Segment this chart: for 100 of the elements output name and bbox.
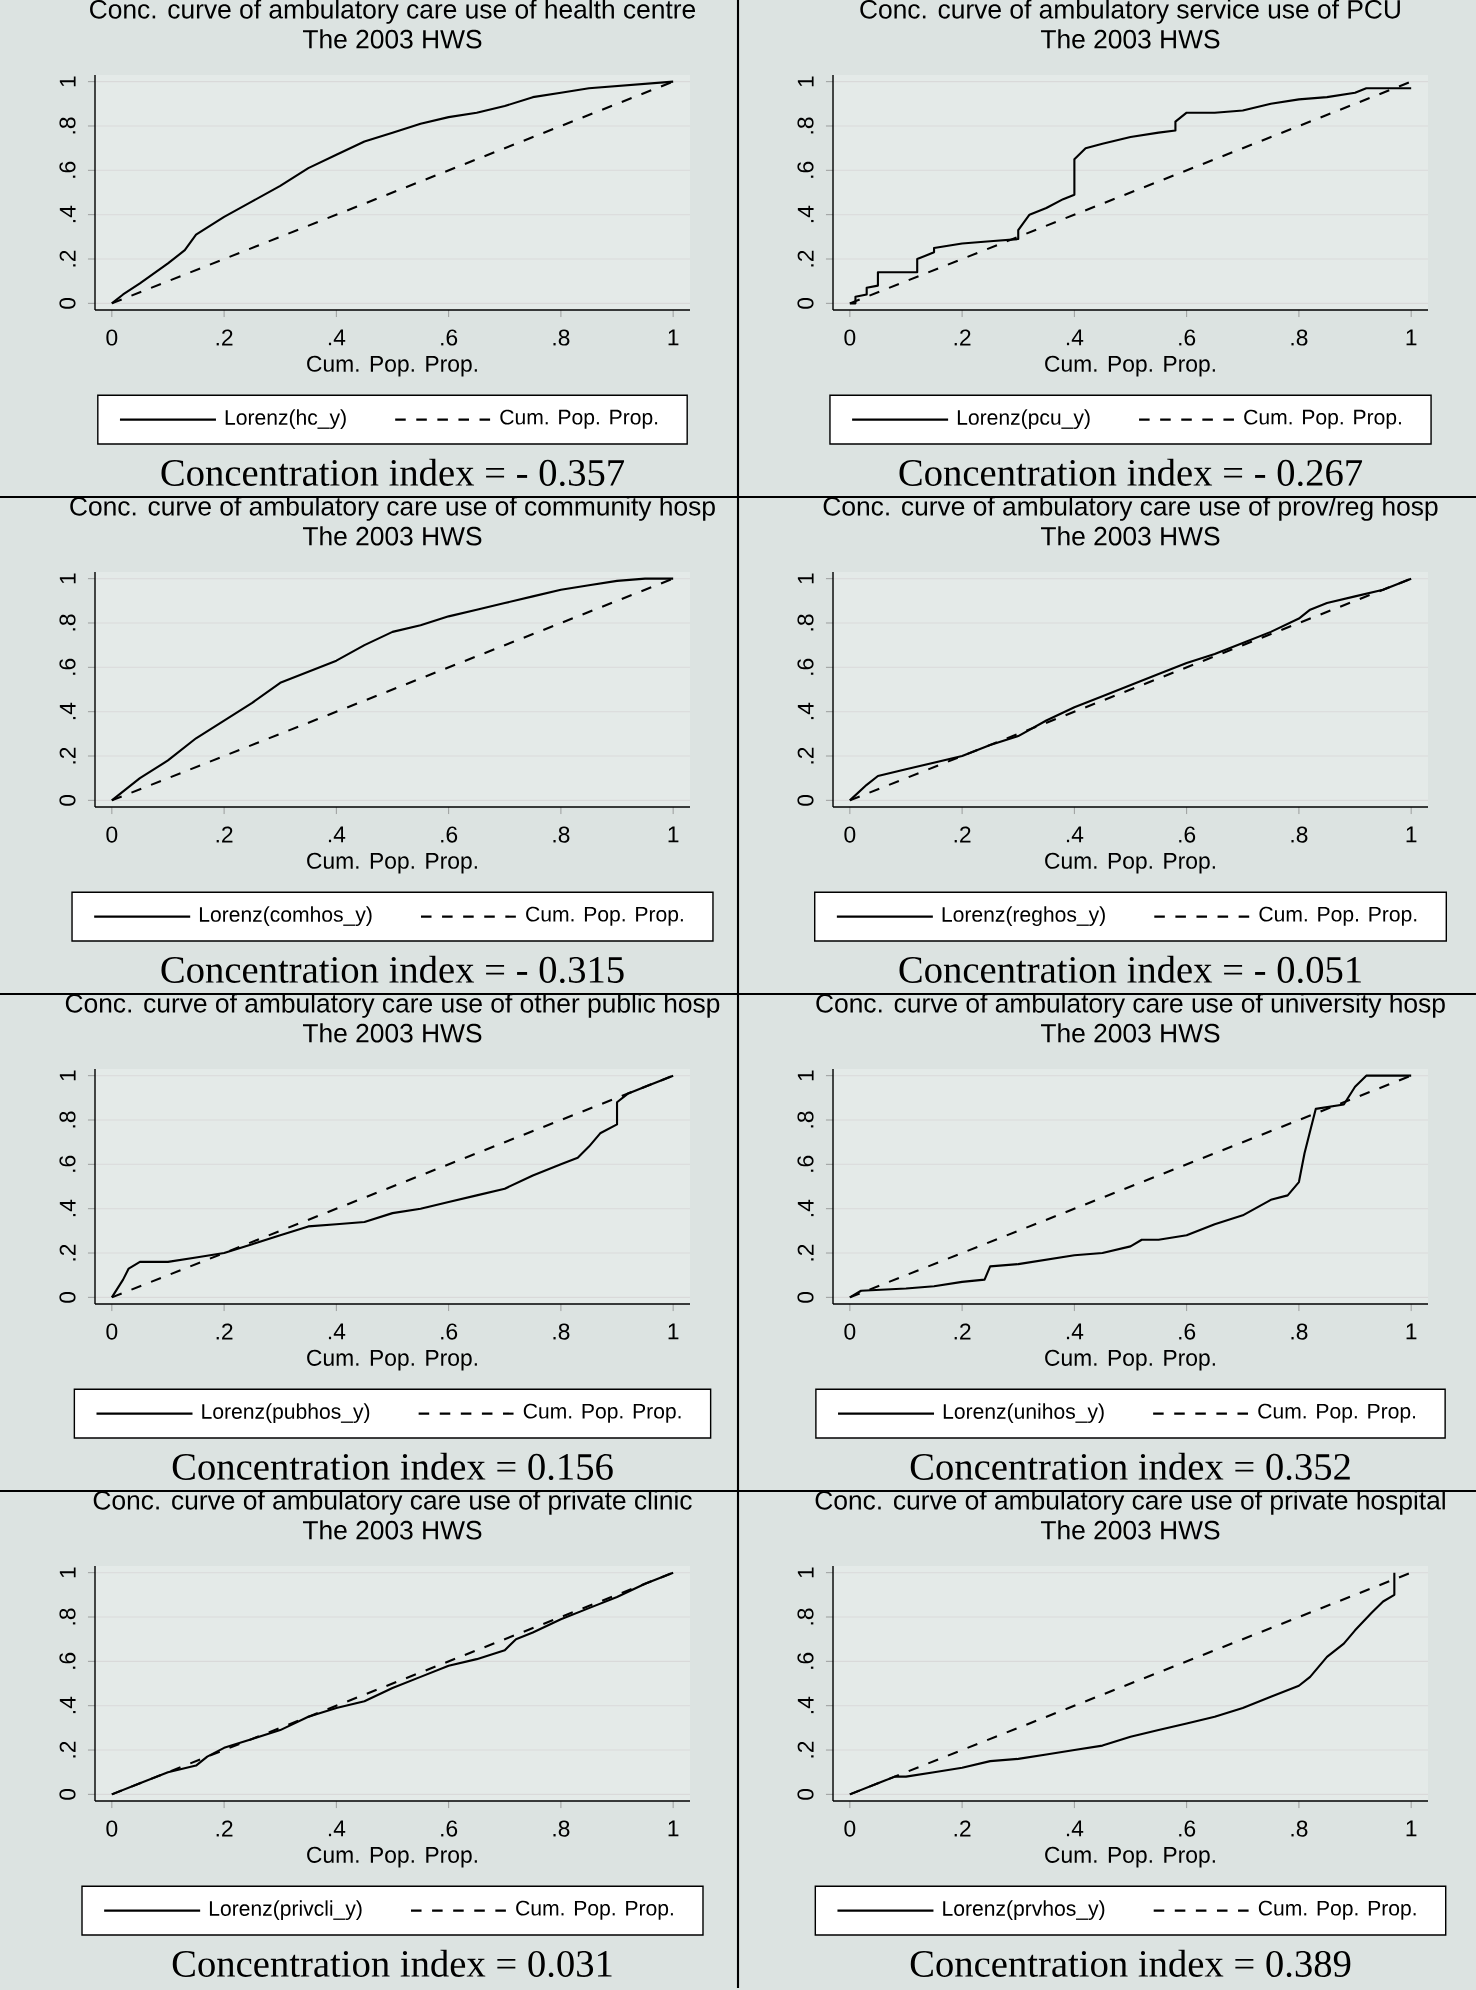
x-tick-label: .8 <box>1291 826 1308 843</box>
chart-subtitle: The 2003 HWS <box>303 1023 482 1043</box>
chart-subtitle: The 2003 HWS <box>1041 1520 1220 1540</box>
x-axis-title: Cum. Pop. Prop. <box>307 852 477 874</box>
y-tick-label: .4 <box>59 1199 76 1217</box>
chart-subtitle: The 2003 HWS <box>1041 1023 1220 1043</box>
x-axis-title: Cum. Pop. Prop. <box>1045 355 1215 377</box>
x-tick-label: .6 <box>1179 1323 1196 1340</box>
x-tick-label: 1 <box>668 1323 679 1340</box>
y-tick-label: .6 <box>59 658 76 675</box>
x-tick-label: .4 <box>328 1323 346 1340</box>
x-tick-label: .6 <box>441 1820 458 1837</box>
x-tick-label: .6 <box>1179 1820 1196 1837</box>
x-tick-label: 0 <box>106 1323 118 1340</box>
y-tick-label: 0 <box>59 1788 76 1800</box>
x-tick-label: .4 <box>1066 329 1084 346</box>
legend-label: Lorenz(pcu_y) <box>957 409 1090 429</box>
y-tick-label: .2 <box>797 1741 814 1758</box>
legend-label: Cum. Pop. Prop. <box>1258 1403 1416 1423</box>
x-tick-label: 0 <box>844 1820 856 1837</box>
x-tick-label: .6 <box>441 329 458 346</box>
y-tick-label: .4 <box>797 205 814 223</box>
y-tick-label: .8 <box>797 1608 814 1625</box>
text: Concentration index = - 0.357 <box>161 458 625 487</box>
text: Concentration index = 0.352 <box>910 1452 1350 1481</box>
legend-label: Cum. Pop. Prop. <box>1259 906 1417 926</box>
y-tick-label: 1 <box>797 1567 814 1578</box>
text: Concentration index = 0.156 <box>172 1452 613 1481</box>
y-tick-label: .6 <box>797 161 814 178</box>
y-tick-label: 1 <box>59 1070 76 1081</box>
x-tick-label: .2 <box>954 1820 971 1837</box>
y-tick-label: .8 <box>797 117 814 134</box>
x-tick-label: .8 <box>1291 1323 1308 1340</box>
y-tick-label: .6 <box>59 1652 76 1669</box>
x-tick-label: 0 <box>844 329 856 346</box>
x-tick-label: .2 <box>216 826 233 843</box>
y-tick-label: 0 <box>59 794 76 806</box>
x-axis-title: Cum. Pop. Prop. <box>1045 1846 1215 1868</box>
y-tick-label: 1 <box>797 76 814 87</box>
y-tick-label: .4 <box>797 702 814 720</box>
x-tick-label: 0 <box>106 826 118 843</box>
x-tick-label: .6 <box>1179 826 1196 843</box>
x-tick-label: .6 <box>441 826 458 843</box>
y-tick-label: .2 <box>797 1244 814 1261</box>
x-tick-label: .2 <box>954 329 971 346</box>
text: Concentration index = 0.031 <box>172 1949 612 1978</box>
x-tick-label: .8 <box>1291 1820 1308 1837</box>
x-tick-label: .2 <box>216 1820 233 1837</box>
x-tick-label: .6 <box>1179 329 1196 346</box>
x-tick-label: 0 <box>106 1820 118 1837</box>
legend-label: Lorenz(reghos_y) <box>942 906 1105 927</box>
chart-subtitle: The 2003 HWS <box>1041 526 1220 546</box>
x-axis-title: Cum. Pop. Prop. <box>307 355 477 377</box>
x-axis-title: Cum. Pop. Prop. <box>307 1846 477 1868</box>
x-axis-title: Cum. Pop. Prop. <box>307 1349 477 1371</box>
x-tick-label: .2 <box>216 329 233 346</box>
legend-label: Cum. Pop. Prop. <box>516 1900 673 1920</box>
x-axis-title: Cum. Pop. Prop. <box>1045 1349 1215 1371</box>
legend-label: Lorenz(comhos_y) <box>199 906 372 927</box>
y-tick-label: .6 <box>797 1652 814 1669</box>
y-tick-label: .6 <box>59 1155 76 1172</box>
y-tick-label: .8 <box>797 1111 814 1128</box>
legend-label: Lorenz(privcli_y) <box>209 1900 362 1921</box>
x-tick-label: 1 <box>1406 826 1417 843</box>
y-tick-label: .4 <box>797 1696 814 1714</box>
y-tick-label: 1 <box>59 573 76 584</box>
y-tick-label: .2 <box>59 1741 76 1758</box>
x-tick-label: .4 <box>1066 1323 1084 1340</box>
y-tick-label: 0 <box>797 1788 814 1800</box>
y-tick-label: .2 <box>59 1244 76 1261</box>
y-tick-label: .2 <box>797 747 814 764</box>
x-tick-label: 1 <box>668 826 679 843</box>
x-tick-label: .8 <box>553 826 570 843</box>
y-tick-label: .8 <box>797 614 814 631</box>
legend-label: Lorenz(pubhos_y) <box>202 1403 370 1424</box>
chart-subtitle: The 2003 HWS <box>303 526 482 546</box>
x-tick-label: .4 <box>328 329 346 346</box>
x-axis-title: Cum. Pop. Prop. <box>1045 852 1215 874</box>
chart-title: Conc. curve of ambulatory service use of PCU <box>860 0 1400 24</box>
y-tick-label: 0 <box>59 297 76 309</box>
y-tick-label: .2 <box>59 747 76 764</box>
x-tick-label: .6 <box>441 1323 458 1340</box>
chart-subtitle: The 2003 HWS <box>303 29 482 49</box>
y-tick-label: .8 <box>59 117 76 134</box>
x-tick-label: 0 <box>844 1323 856 1340</box>
text: Concentration index = - 0.267 <box>899 458 1363 487</box>
y-tick-label: .4 <box>797 1199 814 1217</box>
y-tick-label: .4 <box>59 702 76 720</box>
legend-label: Cum. Pop. Prop. <box>500 409 658 429</box>
legend-label: Cum. Pop. Prop. <box>1244 409 1401 429</box>
y-tick-label: 1 <box>797 1070 814 1081</box>
x-tick-label: .4 <box>1066 826 1084 843</box>
x-tick-label: 1 <box>668 329 679 346</box>
legend-label: Lorenz(hc_y) <box>225 409 346 429</box>
legend-label: Cum. Pop. Prop. <box>526 906 683 926</box>
y-tick-label: .6 <box>59 161 76 178</box>
x-tick-label: 1 <box>1406 1820 1417 1837</box>
x-tick-label: 1 <box>1406 1323 1417 1340</box>
x-tick-label: .8 <box>1291 329 1308 346</box>
x-tick-label: .4 <box>328 826 346 843</box>
